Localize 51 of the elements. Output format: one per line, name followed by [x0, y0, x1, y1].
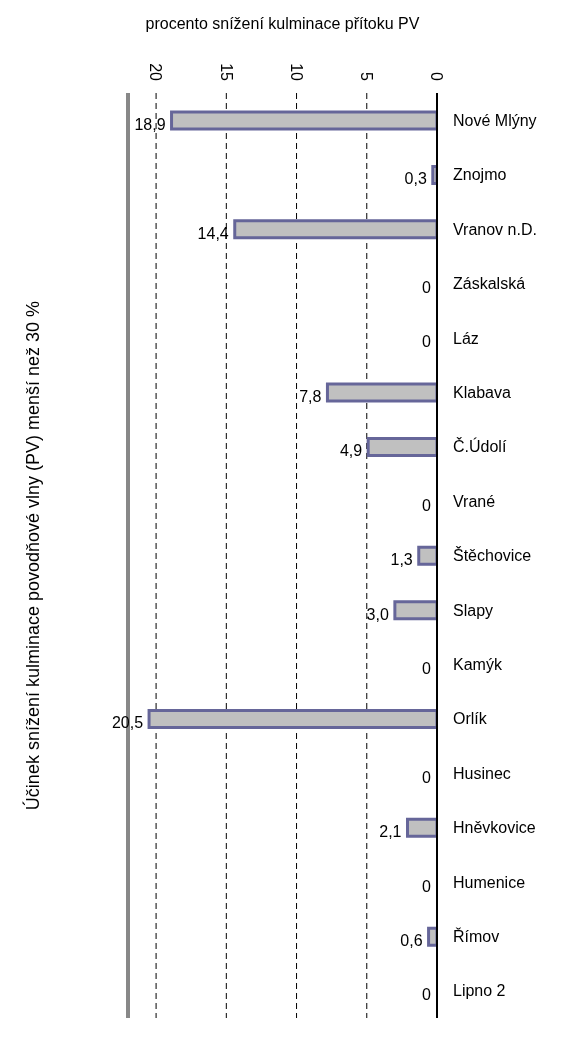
y-tick-label: Římov: [453, 927, 500, 946]
data-label: 2,1: [379, 823, 402, 841]
x-tick-label: 5: [358, 72, 376, 82]
data-label: 18,9: [134, 115, 166, 133]
data-label: 4,9: [339, 442, 363, 460]
data-label: 0: [422, 333, 432, 351]
data-label: 1,3: [390, 551, 413, 569]
y-tick-label: Nové Mlýny: [453, 111, 537, 129]
y-tick-label: Kamýk: [453, 656, 503, 673]
x-axis-title: procento snížení kulminace přítoku PV: [145, 15, 420, 33]
y-tick-label: Štěchovice: [453, 546, 532, 565]
bar: [417, 545, 437, 566]
y-tick-label: Č.Údolí: [453, 437, 507, 456]
y-tick-label: Lipno 2: [453, 982, 506, 1000]
bar: [431, 164, 437, 185]
bar: [427, 926, 437, 947]
bar: [406, 817, 437, 838]
data-label: 14,4: [197, 224, 229, 242]
data-label: 0: [422, 496, 432, 514]
data-label: 0: [422, 279, 432, 297]
y-tick-label: Slapy: [453, 601, 494, 619]
bar: [170, 110, 437, 131]
y-tick-label: Klabava: [453, 383, 511, 401]
data-label: 0,6: [400, 931, 423, 949]
x-tick-label: 10: [287, 63, 305, 82]
data-label: 0: [422, 659, 432, 677]
bar: [366, 436, 437, 457]
data-label: 20,5: [111, 714, 144, 732]
data-label: 3,0: [366, 605, 389, 623]
data-label: 0,3: [404, 170, 427, 188]
y-tick-label: Humenice: [453, 873, 526, 891]
y-tick-label: Znojmo: [453, 166, 507, 184]
y-tick-label: Vrané: [453, 492, 496, 510]
x-tick-label: 0: [428, 72, 446, 82]
y-tick-label: Záskalská: [453, 275, 526, 293]
y-tick-label: Hněvkovice: [453, 819, 536, 837]
x-tick-label: 15: [217, 63, 235, 82]
y-tick-label: Orlík: [453, 710, 488, 728]
bar: [325, 382, 437, 403]
x-tick-label: 20: [147, 63, 165, 82]
y-tick-label: Husinec: [453, 764, 511, 782]
y-tick-label: Vranov n.D.: [453, 220, 537, 238]
bar: [233, 219, 437, 240]
y-axis-title: Účinek snížení kulminace povodňové vlny (PV) menší než 30 %: [22, 300, 44, 811]
data-label: 0: [422, 986, 432, 1004]
y-tick-label: Láz: [453, 329, 479, 347]
data-label: 7,8: [299, 387, 322, 405]
data-label: 0: [422, 768, 432, 786]
bar: [393, 600, 437, 621]
data-label: 0: [422, 877, 432, 895]
bar: [147, 709, 437, 730]
